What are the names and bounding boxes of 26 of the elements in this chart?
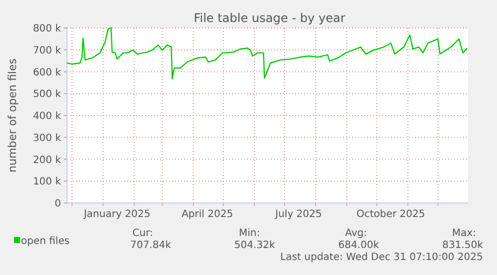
x-tick-label: July 2025 <box>274 209 322 220</box>
line-series <box>66 27 468 80</box>
y-tick-label: 600 k <box>32 67 62 78</box>
text: 707.84k <box>130 240 172 251</box>
x-tick-label: April 2025 <box>182 209 234 220</box>
text: 504.32k <box>234 240 276 251</box>
y-axis-title: number of open files <box>6 58 19 172</box>
y-tick-label: 200 k <box>32 154 62 166</box>
y-tick-label: 100 k <box>32 176 62 188</box>
legend-label: open files <box>21 236 70 247</box>
text: Avg: <box>345 228 367 239</box>
chart-title: File table usage - by year <box>194 11 346 25</box>
y-tick-label: 300 k <box>32 132 62 144</box>
text: Last update: Wed Dec 31 07:10:00 2025 <box>280 252 483 263</box>
text: 684.00k <box>338 240 380 251</box>
text: Cur: <box>132 228 153 239</box>
y-tick-label: 500 k <box>32 89 62 100</box>
x-tick-label: January 2025 <box>82 209 150 220</box>
x-tick-label: October 2025 <box>356 209 426 220</box>
y-tick-label: 400 k <box>32 111 62 122</box>
y-tick-label: 800 k <box>32 24 62 34</box>
text: 831.50k <box>442 240 484 251</box>
y-tick-label: 0 <box>54 198 61 210</box>
text: Min: <box>238 228 260 239</box>
y-tick-label: 700 k <box>32 45 62 56</box>
text: Max: <box>452 228 476 239</box>
